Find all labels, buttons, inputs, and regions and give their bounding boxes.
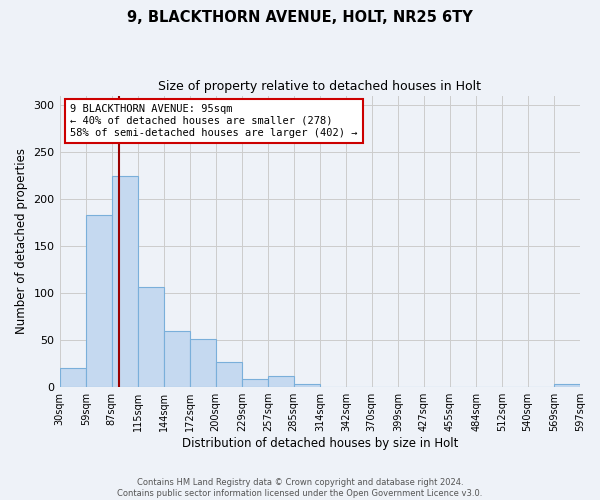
Bar <box>137 288 164 387</box>
Bar <box>112 176 137 387</box>
X-axis label: Distribution of detached houses by size in Holt: Distribution of detached houses by size … <box>182 437 458 450</box>
Text: 9 BLACKTHORN AVENUE: 95sqm
← 40% of detached houses are smaller (278)
58% of sem: 9 BLACKTHORN AVENUE: 95sqm ← 40% of deta… <box>70 104 358 138</box>
Text: Contains HM Land Registry data © Crown copyright and database right 2024.
Contai: Contains HM Land Registry data © Crown c… <box>118 478 482 498</box>
Y-axis label: Number of detached properties: Number of detached properties <box>15 148 28 334</box>
Bar <box>242 378 268 387</box>
Bar <box>293 384 320 387</box>
Bar <box>190 339 215 387</box>
Title: Size of property relative to detached houses in Holt: Size of property relative to detached ho… <box>158 80 481 93</box>
Text: 9, BLACKTHORN AVENUE, HOLT, NR25 6TY: 9, BLACKTHORN AVENUE, HOLT, NR25 6TY <box>127 10 473 25</box>
Bar <box>554 384 580 387</box>
Bar <box>59 368 86 387</box>
Bar <box>86 215 112 387</box>
Bar <box>164 330 190 387</box>
Bar <box>215 362 242 387</box>
Bar <box>268 376 293 387</box>
